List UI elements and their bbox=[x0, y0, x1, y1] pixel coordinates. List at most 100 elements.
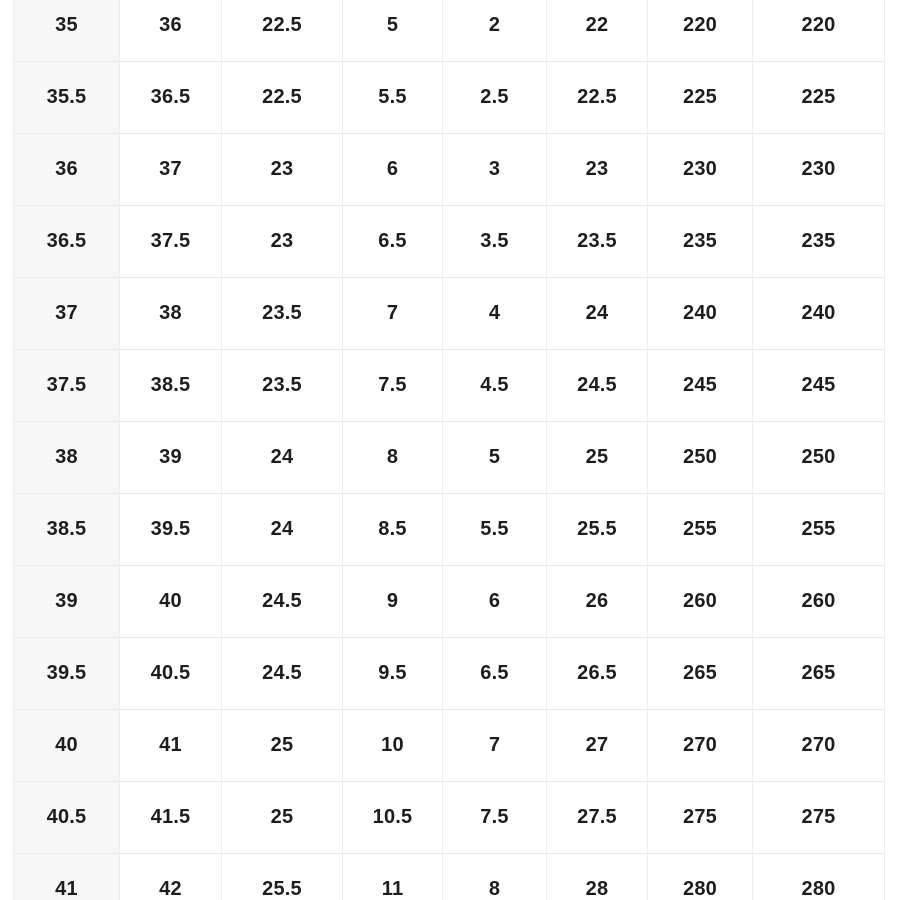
table-cell: 230 bbox=[753, 134, 885, 206]
table-cell: 8 bbox=[343, 422, 443, 494]
table-cell: 27 bbox=[547, 710, 648, 782]
table-cell: 23.5 bbox=[222, 278, 343, 350]
table-cell: 22.5 bbox=[547, 62, 648, 134]
table-cell: 25 bbox=[222, 710, 343, 782]
table-cell: 41 bbox=[14, 854, 120, 900]
table-cell: 26.5 bbox=[547, 638, 648, 710]
table-cell: 225 bbox=[648, 62, 753, 134]
table-cell: 36.5 bbox=[14, 206, 120, 278]
table-cell: 37.5 bbox=[120, 206, 222, 278]
table-cell: 25.5 bbox=[222, 854, 343, 900]
table-cell: 220 bbox=[648, 0, 753, 62]
table-cell: 39.5 bbox=[120, 494, 222, 566]
table-cell: 40 bbox=[14, 710, 120, 782]
table-cell: 8 bbox=[443, 854, 547, 900]
table-cell: 36.5 bbox=[120, 62, 222, 134]
table-cell: 10.5 bbox=[343, 782, 443, 854]
table-cell: 36 bbox=[14, 134, 120, 206]
table-row: 38.5 39.5 24 8.5 5.5 25.5 255 255 bbox=[14, 494, 885, 566]
table-cell: 255 bbox=[753, 494, 885, 566]
table-cell: 37.5 bbox=[14, 350, 120, 422]
table-cell: 7.5 bbox=[343, 350, 443, 422]
table-cell: 24 bbox=[547, 278, 648, 350]
table-cell: 38 bbox=[14, 422, 120, 494]
table-cell: 9 bbox=[343, 566, 443, 638]
table-cell: 22 bbox=[547, 0, 648, 62]
table-cell: 40.5 bbox=[14, 782, 120, 854]
table-cell: 40.5 bbox=[120, 638, 222, 710]
table-cell: 280 bbox=[648, 854, 753, 900]
table-cell: 42 bbox=[120, 854, 222, 900]
table-cell: 24.5 bbox=[222, 638, 343, 710]
table-cell: 7 bbox=[343, 278, 443, 350]
table-cell: 38.5 bbox=[120, 350, 222, 422]
table-cell: 38.5 bbox=[14, 494, 120, 566]
table-cell: 25.5 bbox=[547, 494, 648, 566]
table-row: 36.5 37.5 23 6.5 3.5 23.5 235 235 bbox=[14, 206, 885, 278]
table-cell: 7.5 bbox=[443, 782, 547, 854]
table-cell: 10 bbox=[343, 710, 443, 782]
table-row: 35 36 22.5 5 2 22 220 220 bbox=[14, 0, 885, 62]
table-cell: 265 bbox=[648, 638, 753, 710]
table-row: 39 40 24.5 9 6 26 260 260 bbox=[14, 566, 885, 638]
table-cell: 39 bbox=[120, 422, 222, 494]
table-cell: 240 bbox=[648, 278, 753, 350]
table-cell: 39.5 bbox=[14, 638, 120, 710]
table-cell: 2 bbox=[443, 0, 547, 62]
table-cell: 23.5 bbox=[547, 206, 648, 278]
table-row: 36 37 23 6 3 23 230 230 bbox=[14, 134, 885, 206]
table-cell: 24 bbox=[222, 422, 343, 494]
table-row: 40.5 41.5 25 10.5 7.5 27.5 275 275 bbox=[14, 782, 885, 854]
table-cell: 23 bbox=[222, 206, 343, 278]
table-cell: 6.5 bbox=[343, 206, 443, 278]
table-cell: 250 bbox=[753, 422, 885, 494]
table-cell: 245 bbox=[753, 350, 885, 422]
table-cell: 270 bbox=[648, 710, 753, 782]
table-cell: 280 bbox=[753, 854, 885, 900]
table-cell: 38 bbox=[120, 278, 222, 350]
table-cell: 260 bbox=[648, 566, 753, 638]
table-cell: 5.5 bbox=[443, 494, 547, 566]
table-cell: 5 bbox=[443, 422, 547, 494]
table-cell: 11 bbox=[343, 854, 443, 900]
table-cell: 35.5 bbox=[14, 62, 120, 134]
table-cell: 22.5 bbox=[222, 0, 343, 62]
table-row: 35.5 36.5 22.5 5.5 2.5 22.5 225 225 bbox=[14, 62, 885, 134]
table-cell: 235 bbox=[648, 206, 753, 278]
table-cell: 36 bbox=[120, 0, 222, 62]
table-cell: 240 bbox=[753, 278, 885, 350]
table-cell: 23 bbox=[222, 134, 343, 206]
table-cell: 235 bbox=[753, 206, 885, 278]
table-cell: 26 bbox=[547, 566, 648, 638]
table-cell: 230 bbox=[648, 134, 753, 206]
table-cell: 255 bbox=[648, 494, 753, 566]
table-row: 37 38 23.5 7 4 24 240 240 bbox=[14, 278, 885, 350]
table-cell: 3 bbox=[443, 134, 547, 206]
table-cell: 41 bbox=[120, 710, 222, 782]
table-cell: 24.5 bbox=[547, 350, 648, 422]
table-cell: 6 bbox=[443, 566, 547, 638]
table-cell: 37 bbox=[120, 134, 222, 206]
table-cell: 275 bbox=[753, 782, 885, 854]
table-cell: 7 bbox=[443, 710, 547, 782]
table-cell: 225 bbox=[753, 62, 885, 134]
table-cell: 40 bbox=[120, 566, 222, 638]
table-cell: 23.5 bbox=[222, 350, 343, 422]
table-cell: 3.5 bbox=[443, 206, 547, 278]
table-cell: 24 bbox=[222, 494, 343, 566]
table-cell: 41.5 bbox=[120, 782, 222, 854]
table-cell: 260 bbox=[753, 566, 885, 638]
table-cell: 275 bbox=[648, 782, 753, 854]
table-cell: 5.5 bbox=[343, 62, 443, 134]
table-cell: 39 bbox=[14, 566, 120, 638]
table-cell: 220 bbox=[753, 0, 885, 62]
table-cell: 5 bbox=[343, 0, 443, 62]
table-cell: 9.5 bbox=[343, 638, 443, 710]
table-cell: 27.5 bbox=[547, 782, 648, 854]
table-cell: 265 bbox=[753, 638, 885, 710]
table-cell: 6 bbox=[343, 134, 443, 206]
table-cell: 25 bbox=[222, 782, 343, 854]
table-cell: 4.5 bbox=[443, 350, 547, 422]
table-cell: 23 bbox=[547, 134, 648, 206]
